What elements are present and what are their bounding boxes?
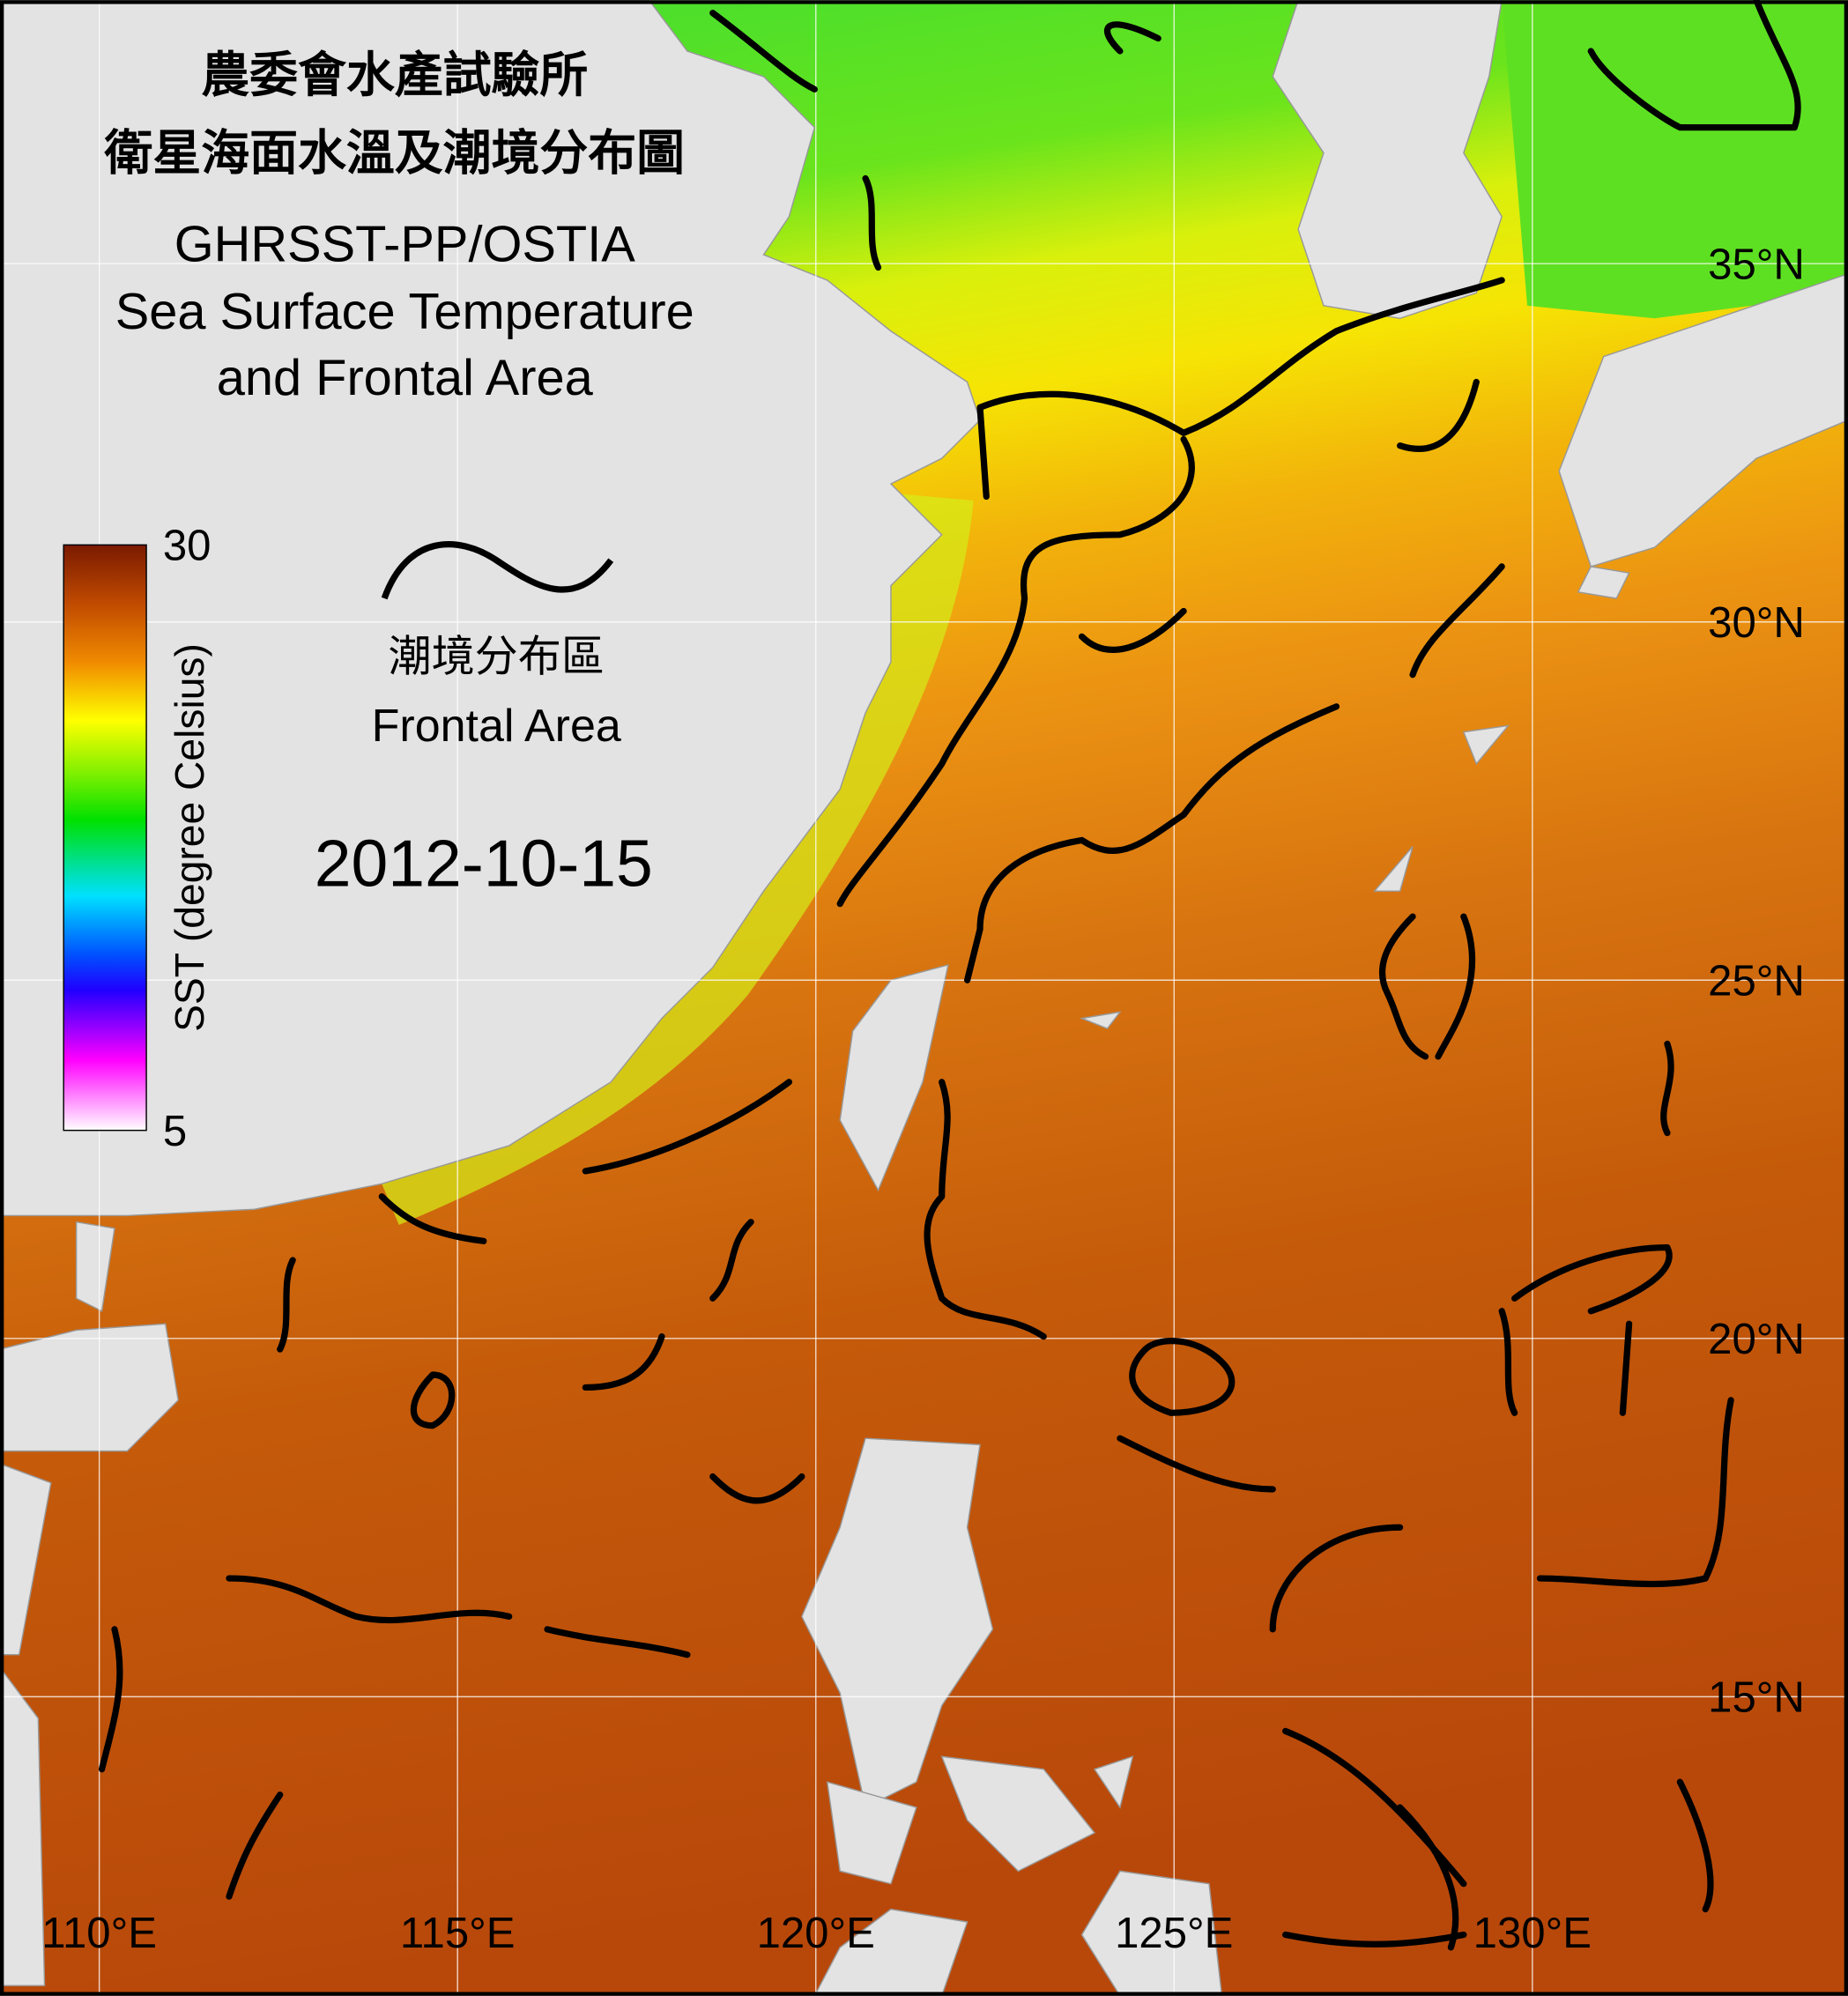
date: 2012-10-15 xyxy=(315,826,653,900)
lon-label: 130°E xyxy=(1473,1910,1592,1957)
lon-label: 110°E xyxy=(41,1910,157,1957)
colorbar-tick-label: 5 xyxy=(163,1108,187,1155)
lat-label: 30°N xyxy=(1708,599,1805,647)
lon-label: 125°E xyxy=(1115,1910,1233,1957)
lat-label: 20°N xyxy=(1708,1316,1805,1363)
frontal-areas xyxy=(98,0,1801,1951)
colorbar-label: SST (degree Celsius) xyxy=(167,643,212,1032)
lat-label: 25°N xyxy=(1708,958,1805,1005)
title-line: Sea Surface Temperature xyxy=(115,284,694,340)
front-legend-en: Frontal Area xyxy=(372,701,621,752)
lon-label: 120°E xyxy=(757,1910,875,1957)
title-line: GHRSST-PP/OSTIA xyxy=(174,216,636,272)
colorbar-tick-label: 30 xyxy=(163,523,212,570)
title: 農委會水產試驗所 衛星海面水溫及潮境分布圖 GHRSST-PP/OSTIA Se… xyxy=(103,47,694,406)
title-line: 農委會水產試驗所 xyxy=(201,47,588,103)
title-line: 衛星海面水溫及潮境分布圖 xyxy=(103,124,685,181)
colorbar-ticks: 30 5 xyxy=(163,523,212,1155)
east-sea xyxy=(1502,0,1848,319)
lat-label: 35°N xyxy=(1708,241,1805,289)
lat-label: 15°N xyxy=(1708,1674,1805,1722)
colorbar xyxy=(63,544,147,1132)
title-line: and Frontal Area xyxy=(217,350,594,406)
front-legend-line xyxy=(381,541,614,600)
front-legend-zh: 潮境分布區 xyxy=(389,630,605,681)
lon-label: 115°E xyxy=(400,1910,516,1957)
